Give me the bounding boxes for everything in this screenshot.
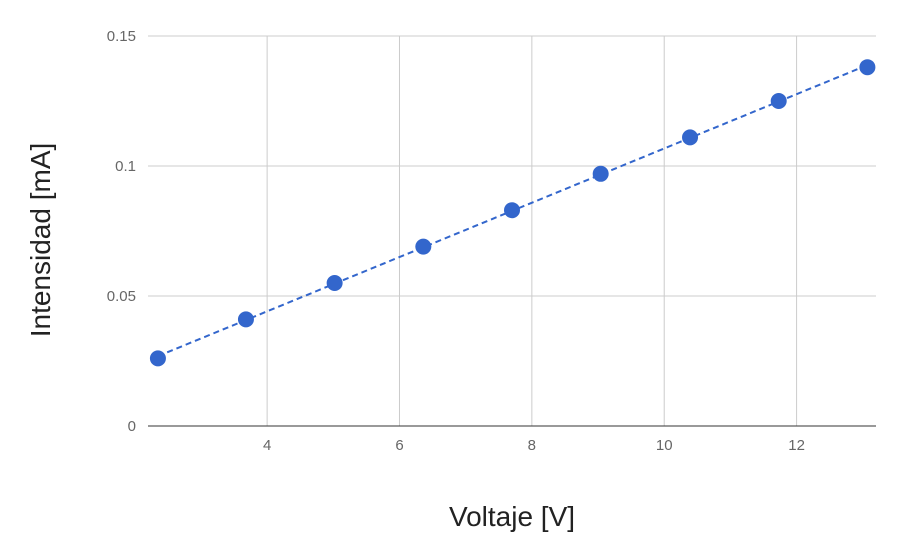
data-point [149,350,166,367]
data-point [682,129,699,146]
x-tick-label: 6 [395,437,403,454]
y-tick-label: 0.15 [107,28,136,45]
x-tick-label: 12 [788,437,805,454]
y-tick-label: 0 [128,418,136,435]
data-point [504,202,520,219]
data-point [770,93,787,109]
data-point [326,275,343,291]
x-axis-title: Voltaje [V] [449,501,575,532]
data-point [415,238,432,255]
y-tick-label: 0.1 [115,158,136,175]
grid-layer [148,35,876,426]
y-tick-label: 0.05 [107,288,136,305]
x-tick-label: 8 [528,437,536,454]
x-tick-label: 4 [263,437,271,454]
tick-label-layer: 0 0.05 0.1 0.15 4 6 8 10 12 [107,28,805,454]
points-layer [149,59,876,367]
data-point [592,165,609,182]
x-tick-label: 10 [656,437,673,454]
y-axis-title: Intensidad [mA] [25,143,56,338]
data-point [237,311,254,328]
data-point [859,59,876,76]
